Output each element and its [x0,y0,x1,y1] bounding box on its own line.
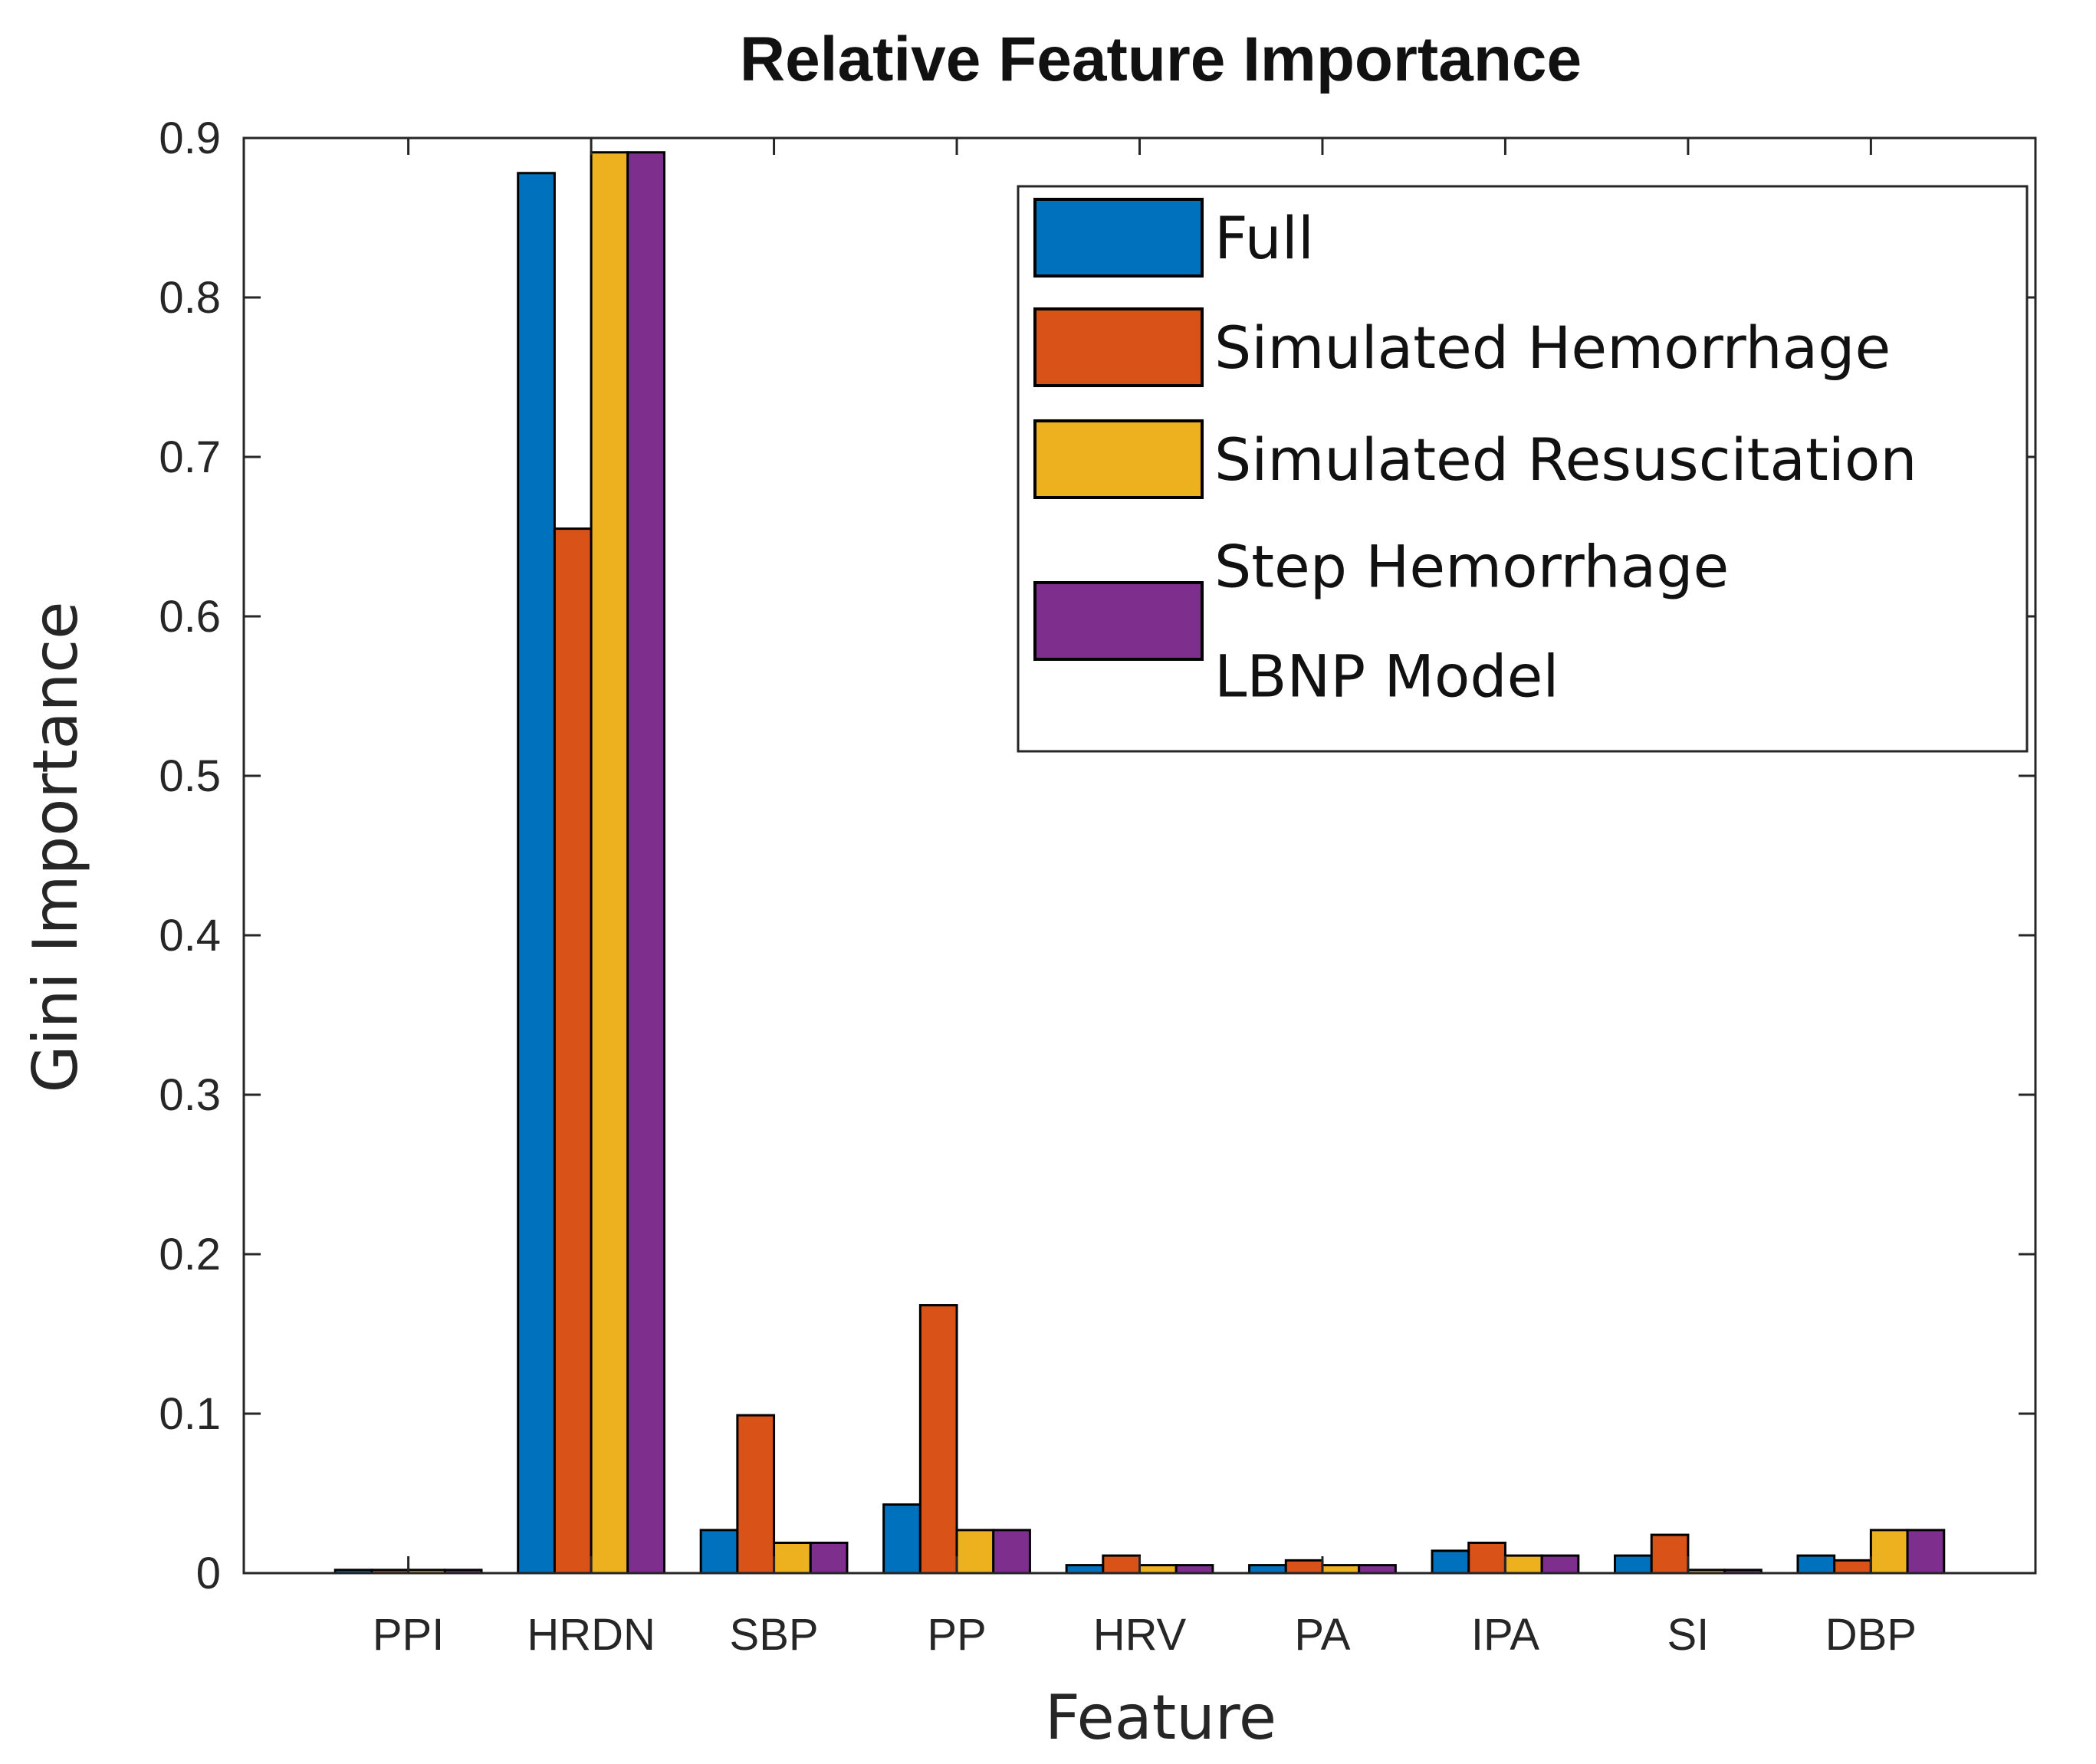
bar-ipa-series-1 [1431,1549,1470,1575]
y-axis-label: Gini Importance [20,601,91,1092]
y-tick-label: 0.7 [159,432,221,482]
y-tick-label: 0.1 [159,1389,221,1439]
bar-sbp-series-2 [736,1414,776,1575]
legend-label: Simulated Hemorrhage [1214,314,1891,382]
legend-item-4: Step Hemorrhage LBNP Model [1033,533,1729,711]
bar-hrdn-series-3 [590,151,629,1575]
x-tick-label-sbp: SBP [730,1610,819,1660]
x-tick-label-pa: PA [1294,1610,1350,1660]
bar-sbp-series-4 [809,1541,849,1575]
y-tick-label: 0.6 [159,592,221,642]
bar-pp-series-1 [882,1503,922,1575]
legend: Full Simulated Hemorrhage Simulated Resusc… [1017,185,2029,753]
bar-pp-series-2 [918,1304,958,1575]
bar-si-series-1 [1614,1554,1653,1575]
axes: 0 0.1 0.2 0.3 0.4 0.5 0.6 0.7 0.8 0.9 PPI HRDN SBP PP… [159,113,2037,1660]
bar-hrdn-series-1 [517,172,556,1575]
chart-title: Relative Feature Importance [740,25,1582,94]
legend-swatch [1033,581,1204,661]
x-tick-label-hrdn: HRDN [527,1610,655,1660]
y-tick-label: 0.8 [159,273,221,323]
bar-ipa-series-4 [1540,1554,1580,1575]
bar-group-si [1614,1533,1763,1575]
x-tick-label-hrv: HRV [1093,1610,1187,1660]
legend-label: LBNP Model [1214,642,1559,711]
legend-label: Step Hemorrhage [1214,533,1729,601]
bar-dbp-series-3 [1869,1529,1909,1575]
bar-group-pp [882,1304,1031,1575]
x-tick-label-pp: PP [927,1610,986,1660]
y-tick-label: 0.4 [159,911,221,961]
bar-dbp-series-2 [1833,1559,1872,1575]
bar-pa-series-4 [1358,1564,1397,1575]
x-axis-label: Feature [1045,1682,1276,1753]
x-tick-label-ppi: PPI [373,1610,445,1660]
y-tick-label: 0.5 [159,751,221,801]
y-tick-label: 0.9 [159,113,221,163]
x-tick-label-si: SI [1667,1610,1710,1660]
bar-hrv-series-4 [1174,1564,1214,1575]
bar-ipa-series-3 [1503,1554,1543,1575]
bar-hrdn-series-4 [626,151,665,1575]
legend-item-3: Simulated Resuscitation [1033,419,1917,499]
bar-group-ipa [1431,1541,1580,1575]
bar-group-pa [1248,1559,1397,1575]
bar-si-series-2 [1650,1533,1690,1575]
legend-label: Full [1214,204,1314,272]
x-tick-label-dbp: DBP [1825,1610,1917,1660]
bar-sbp-series-1 [699,1529,739,1575]
legend-swatch [1033,307,1204,387]
bar-hrv-series-3 [1138,1564,1178,1575]
y-tick-label: 0 [196,1549,221,1598]
bar-dbp-series-4 [1906,1529,1946,1575]
legend-swatch [1033,419,1204,499]
legend-label: Simulated Resuscitation [1214,425,1917,494]
bar-hrv-series-1 [1065,1564,1105,1575]
bar-group-dbp [1796,1529,1946,1575]
bar-pa-series-1 [1248,1564,1287,1575]
legend-item-1: Full [1033,198,1314,278]
bar-pa-series-3 [1321,1564,1361,1575]
bar-ipa-series-2 [1467,1541,1506,1575]
bar-hrdn-series-2 [553,527,593,1575]
bar-hrv-series-2 [1102,1554,1142,1575]
x-tick-label-ipa: IPA [1471,1610,1539,1660]
bar-pa-series-2 [1284,1559,1324,1575]
bar-dbp-series-1 [1796,1554,1836,1575]
y-tick-label: 0.3 [159,1070,221,1120]
legend-item-2: Simulated Hemorrhage [1033,307,1891,387]
bar-pp-series-4 [992,1529,1031,1575]
legend-swatch [1033,198,1204,278]
bar-pp-series-3 [955,1529,995,1575]
bar-sbp-series-3 [773,1541,812,1575]
y-tick-label: 0.2 [159,1230,221,1279]
bar-group-hrdn [517,151,665,1575]
